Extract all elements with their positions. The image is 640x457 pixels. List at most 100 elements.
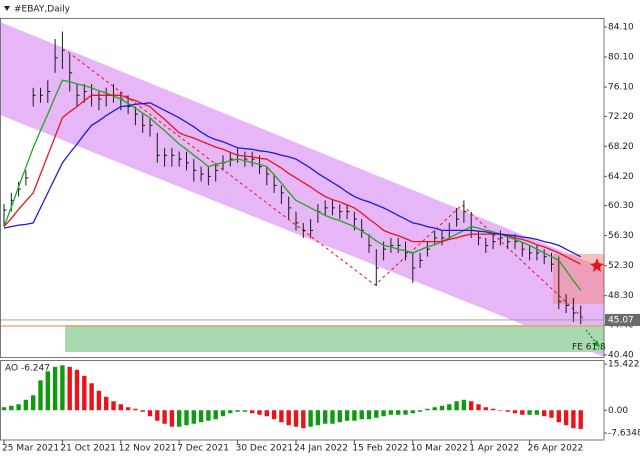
- ao-bar: [155, 410, 160, 421]
- ao-bar: [184, 410, 189, 426]
- ao-bar: [469, 401, 474, 411]
- ao-bar: [534, 410, 540, 415]
- ao-bar: [578, 410, 583, 429]
- ao-bar: [31, 395, 36, 411]
- ao-bar: [45, 371, 50, 411]
- ao-bar: [410, 410, 415, 414]
- ao-bar: [23, 399, 29, 411]
- y-tick-label: 60.30: [608, 201, 634, 211]
- ao-bar: [228, 410, 233, 414]
- forecast-arrow: [585, 329, 598, 345]
- ao-bar: [352, 410, 357, 421]
- ao-bar: [323, 410, 328, 424]
- ao-bar: [315, 410, 321, 426]
- ao-bar: [38, 380, 43, 411]
- x-tick-label: 12 Nov 2021: [119, 444, 177, 454]
- ao-bar: [563, 410, 569, 426]
- price-frame: [0, 18, 605, 358]
- ao-bar: [242, 410, 248, 412]
- ao-bar: [1, 407, 7, 411]
- y-tick-label: 64.20: [608, 172, 634, 182]
- ao-bar: [542, 410, 547, 417]
- ao-bar: [118, 404, 123, 411]
- ao-bar: [490, 408, 496, 411]
- ao-bar: [177, 410, 182, 427]
- ao-bar: [549, 410, 554, 418]
- ao-bar: [483, 407, 488, 411]
- ao-bar: [403, 410, 408, 415]
- y-tick-label: 56.30: [608, 231, 634, 241]
- ao-bar: [279, 410, 284, 423]
- ao-bar: [264, 410, 269, 417]
- y-tick-label: 40.40: [608, 350, 634, 360]
- ao-bar: [439, 405, 445, 411]
- ao-bar: [220, 410, 226, 417]
- ao-bar: [147, 410, 153, 417]
- ao-bar: [125, 407, 131, 411]
- ao-bar: [366, 410, 372, 420]
- ao-bar: [286, 410, 291, 426]
- ao-bar: [133, 408, 138, 411]
- signal-star: [590, 258, 604, 272]
- menu-icon[interactable]: [4, 6, 10, 11]
- ao-bar: [9, 405, 14, 411]
- ao-bar: [111, 401, 116, 411]
- ao-y-tick-label: 0.00: [608, 406, 628, 416]
- x-tick-label: 26 Apr 2022: [528, 444, 584, 454]
- ao-bar: [527, 410, 532, 415]
- x-tick-label: 25 Mar 2021: [2, 444, 59, 454]
- y-tick-label: 76.10: [608, 83, 634, 93]
- annotation: FE 61.8: [572, 343, 606, 353]
- ao-frame: [0, 360, 605, 441]
- ao-bar: [257, 410, 262, 415]
- ao-bar: [104, 396, 109, 411]
- ao-bar: [381, 410, 386, 417]
- ao-bar: [344, 410, 350, 421]
- moving-average: [3, 79, 582, 291]
- x-tick-label: 1 Apr 2022: [469, 444, 519, 454]
- ao-bar: [374, 410, 379, 418]
- y-tick-label: 68.20: [608, 142, 634, 152]
- target-zone: [65, 325, 604, 352]
- x-tick-label: 30 Dec 2021: [236, 444, 294, 454]
- ao-bar: [556, 410, 561, 423]
- y-tick-label: 84.10: [608, 23, 634, 33]
- ao-bar: [213, 410, 218, 420]
- y-tick-label: 72.20: [608, 112, 634, 122]
- ao-bar: [454, 401, 459, 411]
- x-tick-label: 10 Mar 2022: [411, 444, 468, 454]
- wave-path: [67, 51, 584, 319]
- ao-bar: [359, 410, 364, 420]
- ao-bar: [250, 410, 255, 414]
- ao-bar: [169, 410, 175, 427]
- y-tick-label: 80.10: [608, 53, 634, 63]
- price-channel: [0, 22, 604, 357]
- ao-bar: [571, 410, 576, 429]
- last-price-box: [605, 313, 640, 326]
- ao-bar: [520, 410, 525, 415]
- ao-bar: [191, 410, 196, 424]
- ao-bar: [89, 383, 94, 411]
- ao-bar: [235, 410, 240, 412]
- ao-bar: [512, 410, 518, 414]
- ao-bar: [461, 399, 467, 411]
- moving-average: [3, 94, 582, 265]
- ao-bar: [162, 410, 167, 424]
- ao-bar: [330, 410, 335, 424]
- y-tick-label: 48.30: [608, 291, 634, 301]
- x-tick-label: 21 Oct 2021: [60, 444, 116, 454]
- ao-bar: [52, 366, 58, 411]
- ao-bar: [476, 404, 481, 411]
- ao-y-tick-label: 15.422: [608, 360, 640, 370]
- ao-bar: [447, 404, 452, 411]
- ao-bar: [271, 410, 277, 420]
- ao-bar: [505, 410, 510, 412]
- ao-y-tick-label: -7.6348: [608, 429, 640, 439]
- ao-bar: [337, 410, 342, 423]
- ao-bar: [396, 410, 401, 415]
- ao-bar: [425, 408, 430, 411]
- ao-bar: [293, 410, 299, 427]
- ao-bar: [82, 375, 87, 411]
- ao-bar: [498, 410, 503, 411]
